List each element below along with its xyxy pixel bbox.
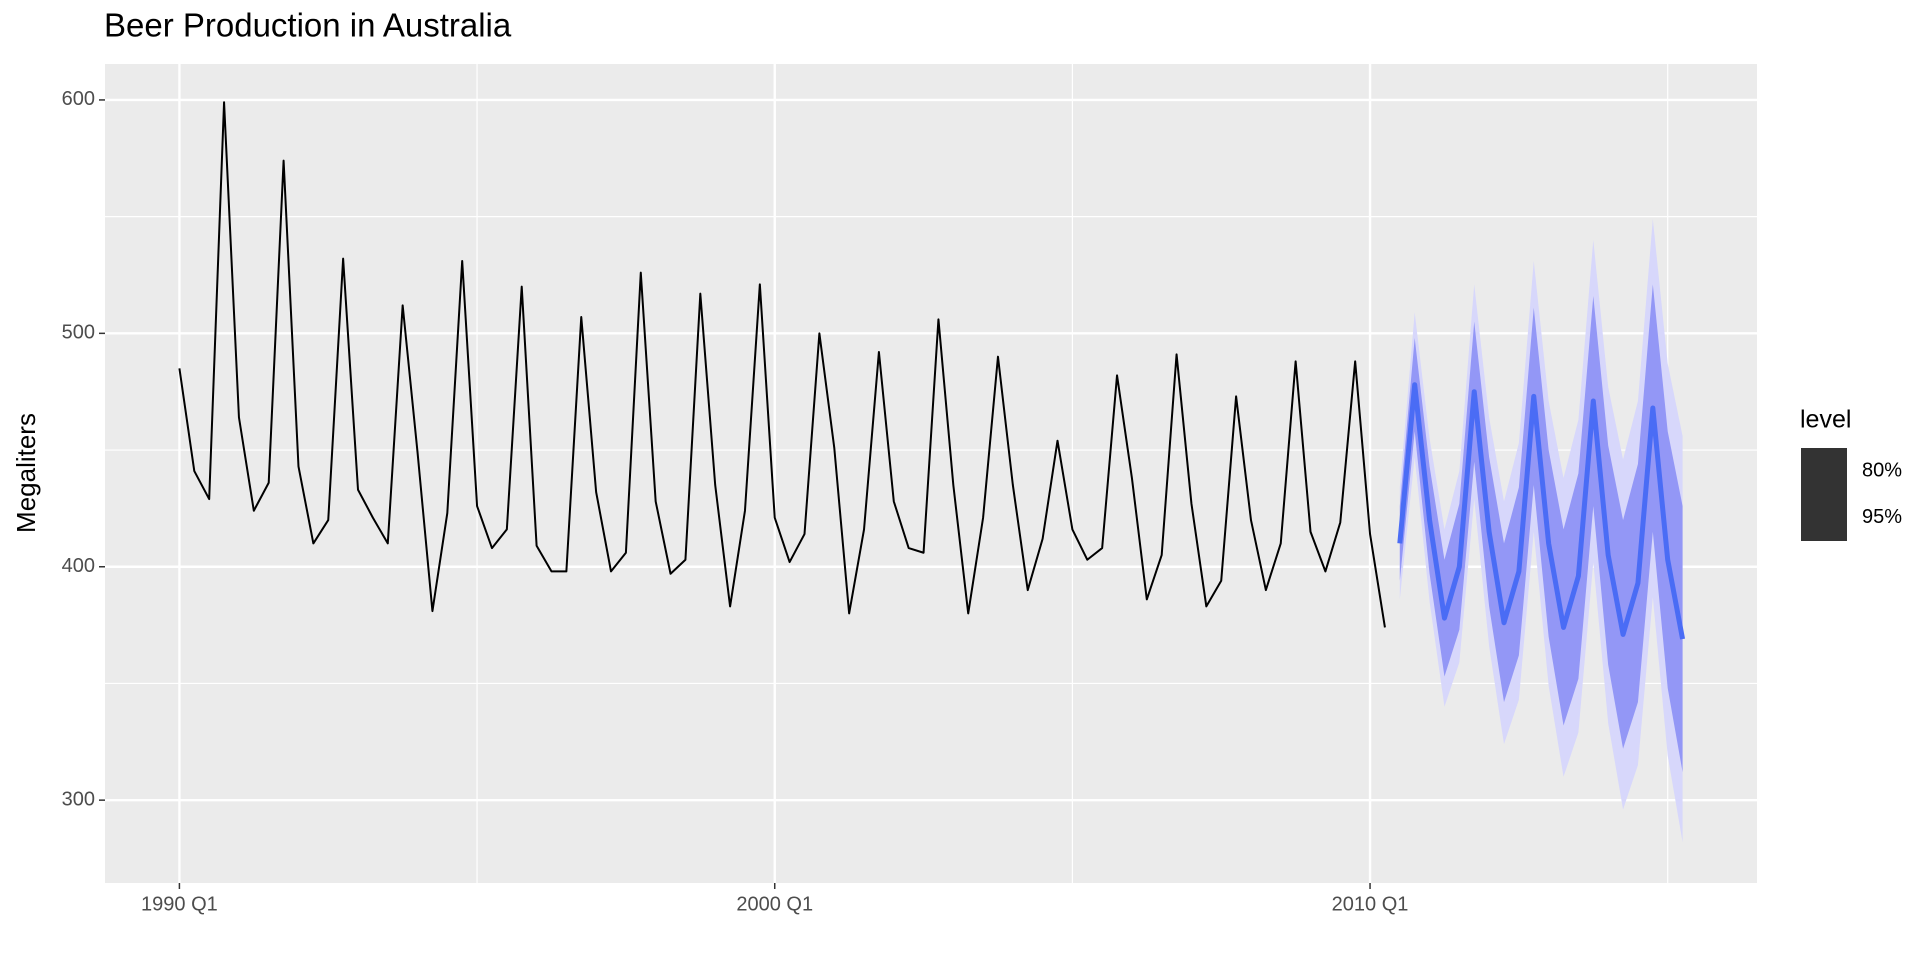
forecast-line bbox=[1397, 382, 1686, 640]
legend-title: level bbox=[1800, 406, 1851, 434]
x-tick-label: 2000 Q1 bbox=[736, 893, 813, 915]
legend-label: 95% bbox=[1862, 506, 1902, 528]
plot-panel bbox=[105, 64, 1757, 883]
legend-key bbox=[1801, 494, 1847, 541]
x-tick-label: 2010 Q1 bbox=[1332, 893, 1409, 915]
y-tick-label: 500 bbox=[62, 322, 95, 344]
y-tick-label: 600 bbox=[62, 88, 95, 110]
actual-line bbox=[178, 101, 1386, 628]
y-tick-label: 300 bbox=[62, 788, 95, 810]
legend-label: 80% bbox=[1862, 459, 1902, 481]
chart-title: Beer Production in Australia bbox=[104, 7, 512, 44]
y-tick-label: 400 bbox=[62, 555, 95, 577]
y-axis-title: Megaliters bbox=[11, 413, 41, 533]
x-tick-label: 1990 Q1 bbox=[141, 893, 218, 915]
legend-key bbox=[1801, 448, 1847, 495]
